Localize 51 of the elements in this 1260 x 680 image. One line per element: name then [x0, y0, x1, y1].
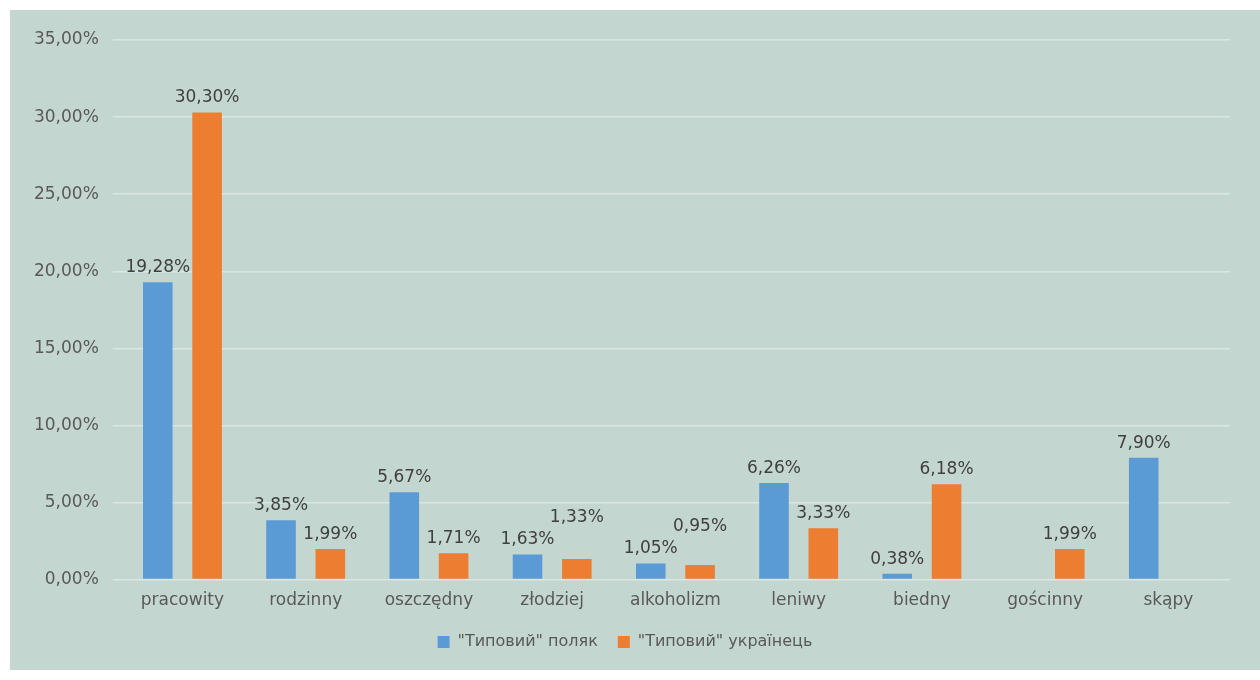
data-label: 6,26% [747, 457, 802, 478]
y-tick-label: 35,00% [33, 28, 99, 49]
data-label: 30,30% [174, 86, 240, 107]
y-tick-label: 5,00% [44, 490, 99, 511]
data-label: 19,28% [125, 256, 191, 277]
y-tick-label: 25,00% [33, 182, 99, 203]
x-tick-label: pracowity [140, 589, 225, 610]
data-label: 1,99% [1042, 522, 1097, 543]
x-tick-label: złodziej [520, 589, 585, 610]
legend-label: "Типовий" українець [637, 631, 813, 651]
bar [438, 553, 469, 579]
data-label: 1,71% [426, 527, 481, 548]
data-label: 1,05% [623, 537, 678, 558]
y-tick-label: 30,00% [33, 105, 99, 126]
legend-label: "Типовий" поляк [457, 631, 599, 651]
data-label: 6,18% [919, 458, 974, 479]
data-label: 1,33% [549, 506, 604, 527]
data-label: 7,90% [1116, 431, 1171, 452]
bar [1055, 548, 1085, 579]
bar [143, 282, 173, 579]
bar [685, 564, 715, 579]
data-label: 0,95% [673, 515, 728, 536]
data-label: 0,38% [870, 547, 925, 568]
bar [635, 563, 666, 579]
bar [931, 484, 962, 579]
x-tick-label: gościnny [1007, 589, 1083, 610]
data-label: 3,33% [796, 502, 851, 523]
x-tick-label: leniwy [771, 589, 826, 610]
data-label: 5,67% [377, 466, 432, 487]
bar [315, 548, 346, 579]
bar [389, 492, 420, 579]
y-tick-label: 15,00% [33, 336, 99, 357]
y-tick-label: 10,00% [33, 413, 99, 434]
bar [266, 520, 296, 579]
bar [1128, 457, 1159, 579]
x-tick-label: biedny [893, 589, 951, 610]
bar [759, 483, 789, 579]
y-tick-label: 20,00% [33, 259, 99, 280]
bar [808, 528, 839, 579]
x-tick-label: skąpy [1143, 589, 1194, 610]
x-tick-label: alkoholizm [629, 589, 721, 610]
data-label: 1,63% [500, 528, 555, 549]
y-tick-label: 0,00% [44, 568, 99, 589]
bar [562, 559, 592, 579]
bar [882, 573, 913, 579]
bar [192, 112, 222, 579]
x-tick-label: rodzinny [269, 589, 343, 610]
data-label: 1,99% [303, 522, 358, 543]
x-tick-label: oszczędny [384, 589, 474, 610]
bar [512, 554, 543, 579]
data-label: 3,85% [254, 494, 309, 515]
